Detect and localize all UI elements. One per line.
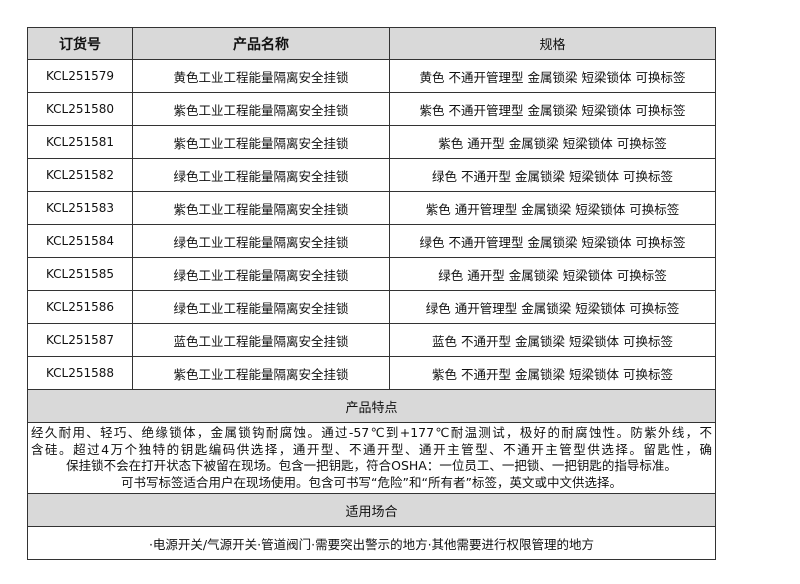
spec-cell: 绿色 不通开型 金属锁梁 短梁锁体 可换标签 — [389, 158, 716, 192]
order-number-cell: KCL251587 — [27, 323, 133, 357]
product-name-cell: 蓝色工业工程能量隔离安全挂锁 — [132, 323, 390, 357]
spec-cell: 紫色 通开管理型 金属锁梁 短梁锁体 可换标签 — [389, 191, 716, 225]
table-row: KCL251583 紫色工业工程能量隔离安全挂锁 紫色 通开管理型 金属锁梁 短梁锁… — [27, 191, 716, 225]
features-line: 含硅。超过4万个独特的钥匙编码供选择，通开型、不通开型、通开主管型、不通开主管型… — [31, 441, 712, 457]
header-spec: 规格 — [389, 27, 716, 60]
product-name-cell: 绿色工业工程能量隔离安全挂锁 — [132, 158, 390, 192]
table-row: KCL251582 绿色工业工程能量隔离安全挂锁 绿色 不通开型 金属锁梁 短梁锁体… — [27, 158, 716, 192]
spec-cell: 绿色 不通开管理型 金属锁梁 短梁锁体 可换标签 — [389, 224, 716, 258]
product-name-cell: 黄色工业工程能量隔离安全挂锁 — [132, 59, 390, 93]
product-table: 订货号 产品名称 规格 KCL251579 黄色工业工程能量隔离安全挂锁 黄色 不通… — [27, 27, 716, 560]
order-number-cell: KCL251580 — [27, 92, 133, 126]
spec-cell: 蓝色 不通开型 金属锁梁 短梁锁体 可换标签 — [389, 323, 716, 357]
order-number-cell: KCL251585 — [27, 257, 133, 291]
order-number-cell: KCL251582 — [27, 158, 133, 192]
spec-cell: 紫色 通开型 金属锁梁 短梁锁体 可换标签 — [389, 125, 716, 159]
table-row: KCL251585 绿色工业工程能量隔离安全挂锁 绿色 通开型 金属锁梁 短梁锁体 … — [27, 257, 716, 291]
table-row: KCL251586 绿色工业工程能量隔离安全挂锁 绿色 通开管理型 金属锁梁 短梁锁… — [27, 290, 716, 324]
order-number-cell: KCL251586 — [27, 290, 133, 324]
product-name-cell: 绿色工业工程能量隔离安全挂锁 — [132, 257, 390, 291]
order-number-cell: KCL251583 — [27, 191, 133, 225]
usage-title: 适用场合 — [27, 493, 716, 527]
table-row: KCL251584 绿色工业工程能量隔离安全挂锁 绿色 不通开管理型 金属锁梁 短梁… — [27, 224, 716, 258]
table-row: KCL251588 紫色工业工程能量隔离安全挂锁 紫色 不通开型 金属锁梁 短梁锁体… — [27, 356, 716, 390]
usage-text: ·电源开关/气源开关·管道阀门·需要突出警示的地方·其他需要进行权限管理的地方 — [27, 526, 716, 560]
features-line: 保挂锁不会在打开状态下被留在现场。包含一把钥匙，符合OSHA：一位员工、一把锁、… — [66, 458, 677, 473]
header-product-name: 产品名称 — [132, 27, 390, 60]
order-number-cell: KCL251588 — [27, 356, 133, 390]
order-number-cell: KCL251579 — [27, 59, 133, 93]
spec-cell: 紫色 不通开管理型 金属锁梁 短梁锁体 可换标签 — [389, 92, 716, 126]
product-name-cell: 紫色工业工程能量隔离安全挂锁 — [132, 191, 390, 225]
product-name-cell: 绿色工业工程能量隔离安全挂锁 — [132, 290, 390, 324]
table-row: KCL251587 蓝色工业工程能量隔离安全挂锁 蓝色 不通开型 金属锁梁 短梁锁体… — [27, 323, 716, 357]
spec-cell: 绿色 通开管理型 金属锁梁 短梁锁体 可换标签 — [389, 290, 716, 324]
table-row: KCL251579 黄色工业工程能量隔离安全挂锁 黄色 不通开管理型 金属锁梁 短梁… — [27, 59, 716, 93]
order-number-cell: KCL251581 — [27, 125, 133, 159]
table-row: KCL251580 紫色工业工程能量隔离安全挂锁 紫色 不通开管理型 金属锁梁 短梁… — [27, 92, 716, 126]
spec-cell: 紫色 不通开型 金属锁梁 短梁锁体 可换标签 — [389, 356, 716, 390]
header-row: 订货号 产品名称 规格 — [27, 27, 716, 60]
features-line: 可书写标签适合用户在现场使用。包含可书写“危险”和“所有者”标签，英文或中文供选… — [121, 474, 622, 490]
product-name-cell: 绿色工业工程能量隔离安全挂锁 — [132, 224, 390, 258]
features-text: 经久耐用、轻巧、绝缘锁体，金属锁钩耐腐蚀。通过-57℃到+177℃耐温测试，极好… — [27, 422, 716, 494]
spec-cell: 黄色 不通开管理型 金属锁梁 短梁锁体 可换标签 — [389, 59, 716, 93]
product-name-cell: 紫色工业工程能量隔离安全挂锁 — [132, 92, 390, 126]
features-title: 产品特点 — [27, 389, 716, 423]
product-name-cell: 紫色工业工程能量隔离安全挂锁 — [132, 125, 390, 159]
spec-cell: 绿色 通开型 金属锁梁 短梁锁体 可换标签 — [389, 257, 716, 291]
header-order-number: 订货号 — [27, 27, 133, 60]
product-table-container: 订货号 产品名称 规格 KCL251579 黄色工业工程能量隔离安全挂锁 黄色 不通… — [27, 27, 716, 560]
table-row: KCL251581 紫色工业工程能量隔离安全挂锁 紫色 通开型 金属锁梁 短梁锁体 … — [27, 125, 716, 159]
features-line: 经久耐用、轻巧、绝缘锁体，金属锁钩耐腐蚀。通过-57℃到+177℃耐温测试，极好… — [31, 425, 712, 440]
product-name-cell: 紫色工业工程能量隔离安全挂锁 — [132, 356, 390, 390]
order-number-cell: KCL251584 — [27, 224, 133, 258]
